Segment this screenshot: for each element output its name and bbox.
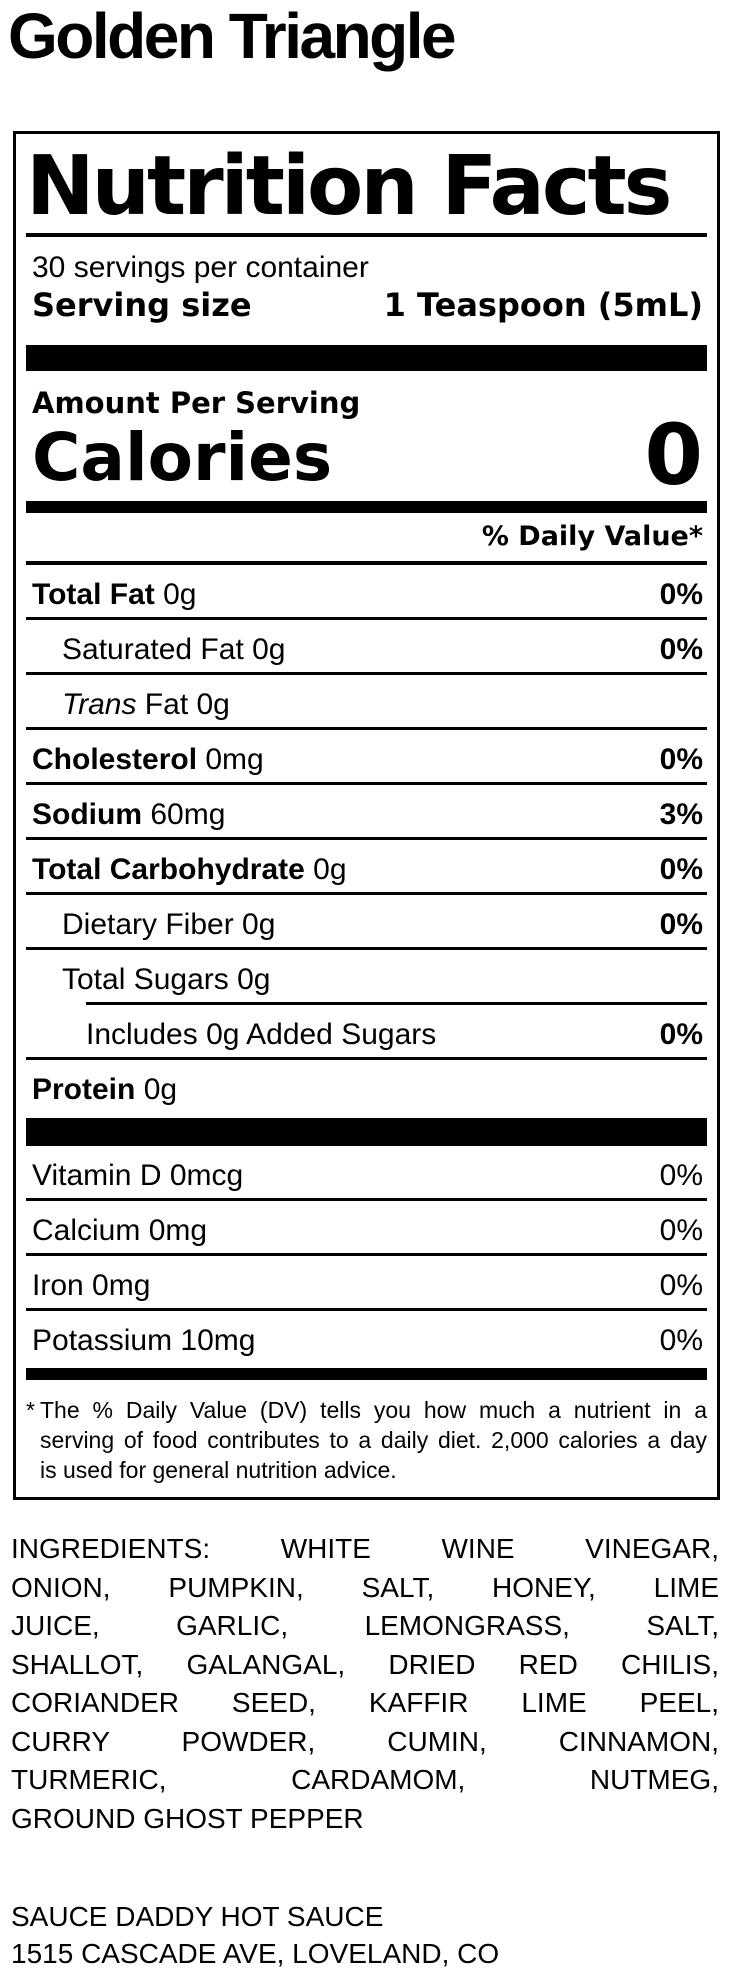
nutrient-name-amount: Total Carbohydrate 0g <box>32 853 347 886</box>
nutrient-name-amount: Sodium 60mg <box>32 798 226 831</box>
calories-value: 0 <box>644 406 703 504</box>
ingredients-list: INGREDIENTS: WHITE WINE VINEGAR, ONION, P… <box>11 1530 719 1838</box>
nutrient-daily-value: 0% <box>659 1214 703 1247</box>
serving-size-value: 1 Teaspoon (5mL) <box>383 286 703 324</box>
manufacturer-info: SAUCE DADDY HOT SAUCE 1515 CASCADE AVE, … <box>11 1898 735 1972</box>
thick-bar <box>26 345 707 371</box>
nutrient-row: Vitamin D 0mcg 0% <box>26 1146 707 1201</box>
nutrient-row: Total Carbohydrate 0g 0% <box>26 840 707 895</box>
nutrient-row: Sodium 60mg 3% <box>26 785 707 840</box>
calories-label: Calories <box>32 419 333 496</box>
partial-rule <box>86 1002 707 1005</box>
nutrient-row: Calcium 0mg 0% <box>26 1201 707 1256</box>
footnote-text: The % Daily Value (DV) tells you how muc… <box>40 1397 707 1423</box>
nutrient-row: Iron 0mg 0% <box>26 1256 707 1311</box>
nutrient-daily-value: 0% <box>659 853 703 886</box>
macronutrient-rows: Total Fat 0g 0% Saturated Fat 0g 0% Trans Fa… <box>26 565 707 1112</box>
nutrient-row: Dietary Fiber 0g 0% <box>26 895 707 950</box>
product-title: Golden Triangle <box>8 0 457 72</box>
manufacturer-name: SAUCE DADDY HOT SAUCE <box>11 1901 384 1932</box>
nutrient-name-amount: Calcium 0mg <box>32 1214 208 1247</box>
ingredients-line: CURRY POWDER, CUMIN, CINNAMON, <box>11 1725 719 1757</box>
ingredients-line: TURMERIC, CARDAMOM, NUTMEG, <box>11 1764 719 1795</box>
nutrient-daily-value: 0% <box>659 578 703 611</box>
thick-bar <box>26 1368 707 1380</box>
nutrient-daily-value: 0% <box>659 1324 703 1357</box>
manufacturer-address: 1515 CASCADE AVE, LOVELAND, CO <box>11 1938 500 1969</box>
footnote-line: is used for general nutrition advice. <box>40 1457 397 1483</box>
nutrition-facts-label: Nutrition Facts 30 servings per containe… <box>13 131 720 1500</box>
ingredients-line: SHALLOT, GALANGAL, DRIED RED CHILIS, <box>11 1648 719 1680</box>
serving-size-row: Serving size 1 Teaspoon (5mL) <box>26 285 707 335</box>
footnote-line: serving of food contributes to a daily d… <box>40 1427 707 1453</box>
nutrient-daily-value: 0% <box>659 743 703 776</box>
servings-per-container: 30 servings per container <box>32 251 369 284</box>
nutrition-facts-title: Nutrition Facts <box>26 139 672 234</box>
thick-bar <box>26 501 707 513</box>
nutrient-name-amount: Total Fat 0g <box>32 578 197 611</box>
ingredients-line: JUICE, GARLIC, LEMONGRASS, SALT, <box>11 1610 719 1641</box>
ingredients-line: INGREDIENTS: WHITE WINE VINEGAR, <box>11 1533 719 1564</box>
calories-row: Calories 0 <box>26 406 707 504</box>
footnote-line: * The % Daily Value (DV) tells you how mu… <box>26 1395 707 1425</box>
micronutrient-rows: Vitamin D 0mcg 0% Calcium 0mg 0% Iron 0mg 0% P… <box>26 1146 707 1363</box>
nutrient-daily-value: 0% <box>659 1018 703 1051</box>
nutrient-name-amount: Total Sugars 0g <box>62 963 271 996</box>
title-rule <box>26 233 707 237</box>
nutrient-row: Total Fat 0g 0% <box>26 565 707 620</box>
nutrient-row: Saturated Fat 0g 0% <box>26 620 707 675</box>
nutrient-name-amount: Cholesterol 0mg <box>32 743 264 776</box>
daily-value-footnote: * The % Daily Value (DV) tells you how mu… <box>26 1380 707 1491</box>
daily-value-header: % Daily Value* <box>26 513 707 565</box>
serving-size-label: Serving size <box>32 286 252 324</box>
nutrient-row: Potassium 10mg 0% <box>26 1311 707 1363</box>
ingredients-line: ONION, PUMPKIN, SALT, HONEY, LIME <box>11 1571 719 1603</box>
nutrient-name-amount: Iron 0mg <box>32 1269 151 1302</box>
nutrient-daily-value: 0% <box>659 1269 703 1302</box>
ingredients-line: GROUND GHOST PEPPER <box>11 1802 364 1834</box>
nutrient-daily-value: 0% <box>659 633 703 666</box>
nutrient-name-amount: Dietary Fiber 0g <box>62 908 276 941</box>
nutrient-name-amount: Saturated Fat 0g <box>62 633 286 666</box>
nutrient-daily-value: 0% <box>659 1159 703 1192</box>
nutrient-row: Protein 0g <box>26 1060 707 1112</box>
footnote-marker: * <box>26 1397 35 1423</box>
nutrient-name-amount: Vitamin D 0mcg <box>32 1159 244 1192</box>
nutrient-name-amount: Includes 0g Added Sugars <box>86 1018 437 1051</box>
nutrient-name-amount: Trans Fat 0g <box>62 688 230 721</box>
nutrient-daily-value: 0% <box>659 908 703 941</box>
thick-bar <box>26 1118 707 1146</box>
nutrient-row: Trans Fat 0g <box>26 675 707 730</box>
nutrient-daily-value: 3% <box>659 798 703 831</box>
nutrient-row: Total Sugars 0g <box>26 950 707 1002</box>
nutrient-name-amount: Potassium 10mg <box>32 1324 256 1357</box>
amount-per-serving: Amount Per Serving <box>32 386 361 420</box>
ingredients-line: CORIANDER SEED, KAFFIR LIME PEEL, <box>11 1687 719 1718</box>
nutrient-row: Cholesterol 0mg 0% <box>26 730 707 785</box>
nutrient-name-amount: Protein 0g <box>32 1073 178 1106</box>
nutrient-row: Includes 0g Added Sugars 0% <box>26 1005 707 1060</box>
